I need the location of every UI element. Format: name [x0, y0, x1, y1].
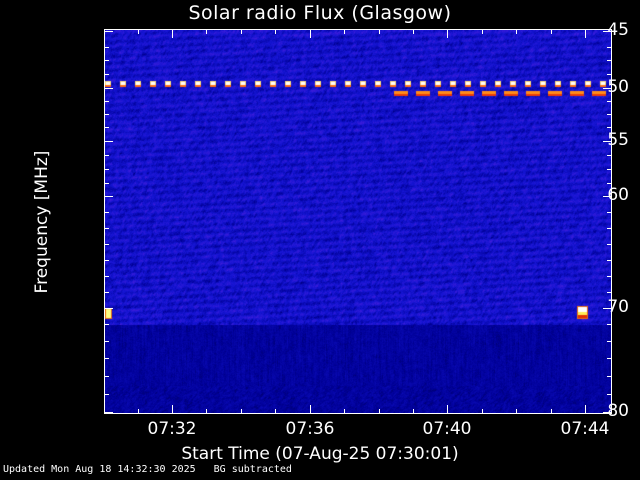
spectrogram-image — [105, 30, 611, 413]
y-axis-tick-label: 80 — [607, 401, 629, 421]
x-axis-tick-minor-top — [344, 29, 345, 34]
y-axis-tick-minor — [104, 169, 109, 170]
x-axis-tick-label: 07:32 — [147, 419, 197, 439]
y-axis-tick-label: 55 — [607, 130, 629, 150]
y-axis-title: Frequency [MHz] — [32, 150, 52, 294]
x-axis-tick-minor — [241, 409, 242, 414]
y-axis-tick-minor — [104, 60, 109, 61]
x-axis-tick-label: 07:36 — [285, 419, 335, 439]
x-axis-tick-label: 07:40 — [422, 419, 472, 439]
y-axis-tick-minor-right — [607, 292, 612, 293]
x-axis-tick-minor — [551, 409, 552, 414]
x-axis-tick-minor — [482, 409, 483, 414]
y-axis-tick-minor-right — [607, 324, 612, 325]
y-axis-tick-minor — [104, 324, 109, 325]
x-axis-tick-minor-top — [482, 29, 483, 34]
y-axis-tick-minor — [104, 155, 109, 156]
y-axis-tick-major — [104, 308, 113, 309]
y-axis-tick-label: 50 — [607, 77, 629, 97]
footer-updated-text: Updated Mon Aug 18 14:32:30 2025 — [3, 464, 196, 475]
y-axis-tick-minor — [104, 244, 109, 245]
y-axis-tick-minor-right — [607, 376, 612, 377]
x-axis-tick-major — [585, 405, 586, 414]
y-axis-tick-minor — [104, 127, 109, 128]
x-axis-tick-minor — [138, 409, 139, 414]
x-axis-tick-minor-top — [138, 29, 139, 34]
x-axis-tick-minor-top — [206, 29, 207, 34]
y-axis-tick-minor-right — [607, 212, 612, 213]
x-axis-tick-minor-top — [551, 29, 552, 34]
y-axis-tick-minor-right — [607, 169, 612, 170]
y-axis-tick-minor-right — [607, 47, 612, 48]
y-axis-tick-minor — [104, 101, 109, 102]
y-axis-tick-major — [104, 141, 113, 142]
y-axis-tick-minor-right — [607, 74, 612, 75]
x-axis-tick-major-top — [447, 29, 448, 38]
y-axis-tick-minor-right — [607, 114, 612, 115]
y-axis-tick-major — [104, 196, 113, 197]
x-axis-title: Start Time (07-Aug-25 07:30:01) — [181, 444, 459, 464]
y-axis-tick-minor — [104, 376, 109, 377]
x-axis-tick-minor-top — [379, 29, 380, 34]
x-axis-tick-major-top — [310, 29, 311, 38]
y-axis-tick-minor-right — [607, 101, 612, 102]
y-axis-tick-major-right — [603, 308, 612, 309]
x-axis-tick-major-top — [585, 29, 586, 38]
y-axis-tick-minor-right — [607, 60, 612, 61]
y-axis-tick-major-right — [603, 141, 612, 142]
y-axis-tick-minor — [104, 114, 109, 115]
y-axis-tick-minor-right — [607, 341, 612, 342]
y-axis-tick-minor — [104, 292, 109, 293]
x-axis-tick-minor — [344, 409, 345, 414]
y-axis-tick-label: 60 — [607, 185, 629, 205]
y-axis-tick-major-right — [603, 196, 612, 197]
x-axis-tick-minor — [516, 409, 517, 414]
y-axis-tick-minor — [104, 212, 109, 213]
x-axis-tick-minor-top — [275, 29, 276, 34]
y-axis-tick-minor-right — [607, 394, 612, 395]
y-axis-tick-major — [104, 88, 113, 89]
y-axis-tick-minor-right — [607, 358, 612, 359]
footer-status: Updated Mon Aug 18 14:32:30 2025 BG subtr… — [3, 464, 292, 475]
x-axis-tick-major-top — [172, 29, 173, 38]
y-axis-tick-major-right — [603, 412, 612, 413]
x-axis-tick-minor-top — [516, 29, 517, 34]
x-axis-tick-minor — [413, 409, 414, 414]
x-axis-tick-major — [310, 405, 311, 414]
y-axis-tick-minor — [104, 358, 109, 359]
x-axis-tick-label: 07:44 — [560, 419, 610, 439]
y-axis-tick-minor-right — [607, 244, 612, 245]
y-axis-tick-minor — [104, 276, 109, 277]
y-axis-tick-minor-right — [607, 155, 612, 156]
x-axis-tick-minor — [206, 409, 207, 414]
x-axis-tick-major — [172, 405, 173, 414]
y-axis-tick-minor — [104, 228, 109, 229]
y-axis-tick-minor — [104, 341, 109, 342]
x-axis-tick-minor-top — [241, 29, 242, 34]
x-axis-tick-major — [447, 405, 448, 414]
y-axis-tick-major — [104, 412, 113, 413]
spectrogram-plot-area — [104, 29, 612, 414]
y-axis-tick-minor-right — [607, 276, 612, 277]
x-axis-tick-minor — [275, 409, 276, 414]
y-axis-tick-minor — [104, 74, 109, 75]
y-axis-tick-minor — [104, 260, 109, 261]
y-axis-tick-major-right — [603, 88, 612, 89]
y-axis-tick-minor-right — [607, 228, 612, 229]
y-axis-tick-minor-right — [607, 183, 612, 184]
y-axis-tick-minor — [104, 47, 109, 48]
x-axis-tick-minor — [379, 409, 380, 414]
y-axis-tick-minor — [104, 183, 109, 184]
y-axis-tick-minor — [104, 394, 109, 395]
y-axis-tick-minor-right — [607, 260, 612, 261]
y-axis-tick-minor-right — [607, 127, 612, 128]
footer-note-text: BG subtracted — [213, 464, 292, 475]
y-axis-tick-label: 45 — [607, 20, 629, 40]
y-axis-tick-label: 70 — [607, 297, 629, 317]
page-title: Solar radio Flux (Glasgow) — [188, 2, 452, 24]
y-axis-tick-major — [104, 31, 113, 32]
x-axis-tick-minor-top — [413, 29, 414, 34]
y-axis-tick-major-right — [603, 31, 612, 32]
